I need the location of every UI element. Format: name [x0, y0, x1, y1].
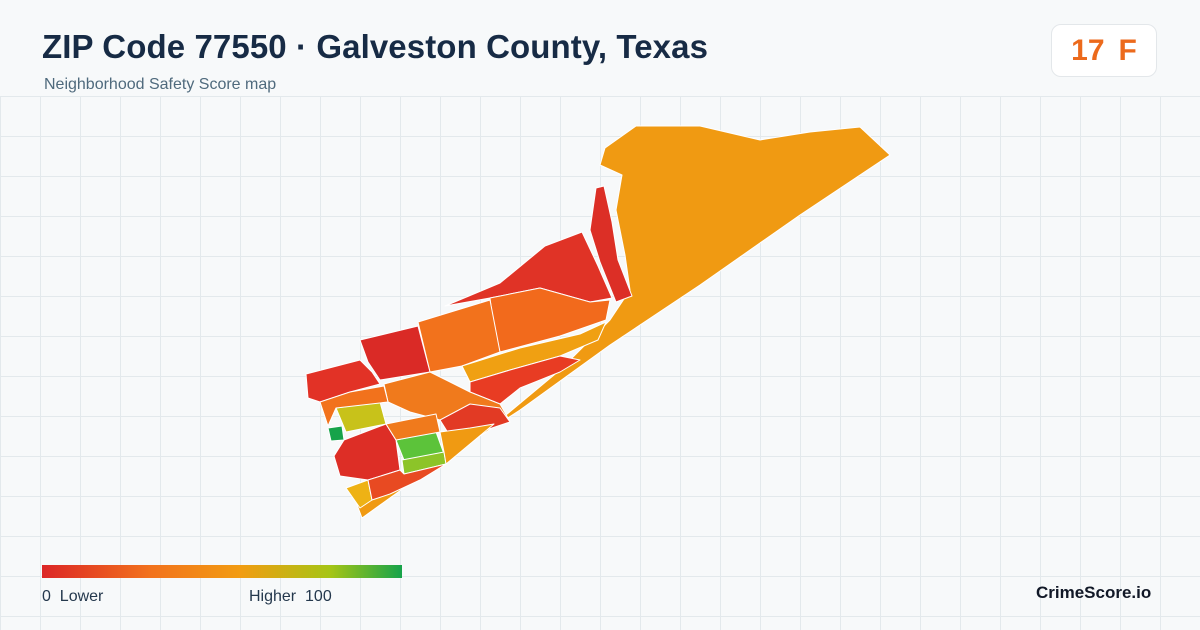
- legend-max-text: Higher: [249, 588, 297, 605]
- legend-low-label: 0 Lower: [42, 588, 103, 606]
- legend-high-label: Higher 100: [249, 588, 332, 606]
- legend-max-value: 100: [305, 588, 332, 605]
- brand-logo-text: CrimeScore.io: [1036, 583, 1152, 602]
- map-area-south-west-red[interactable]: [333, 423, 401, 481]
- safety-score-badge: 17 F: [1051, 24, 1157, 77]
- map-area-west-north-a[interactable]: [359, 325, 431, 381]
- map-area-west-north-b[interactable]: [305, 359, 381, 403]
- map-area-north-strip-a[interactable]: [589, 185, 633, 303]
- map-area-south-west-orange[interactable]: [319, 385, 389, 427]
- safety-grade: F: [1118, 33, 1137, 67]
- map-area-south-west-orange[interactable]: [439, 423, 495, 465]
- legend-min-value: 0: [42, 588, 51, 605]
- map-grid-background: [0, 96, 1200, 630]
- map-area-east-end-bay[interactable]: [355, 125, 891, 519]
- map-area-west-tiny-green[interactable]: [327, 425, 345, 442]
- legend-color-scale: [42, 565, 402, 578]
- page-subtitle: Neighborhood Safety Score map: [44, 76, 277, 93]
- map-area-south-west-red[interactable]: [367, 463, 447, 501]
- page-title: ZIP Code 77550 · Galveston County, Texas: [42, 28, 709, 65]
- legend-min-text: Lower: [59, 588, 104, 605]
- safety-score-value: 17: [1071, 33, 1105, 67]
